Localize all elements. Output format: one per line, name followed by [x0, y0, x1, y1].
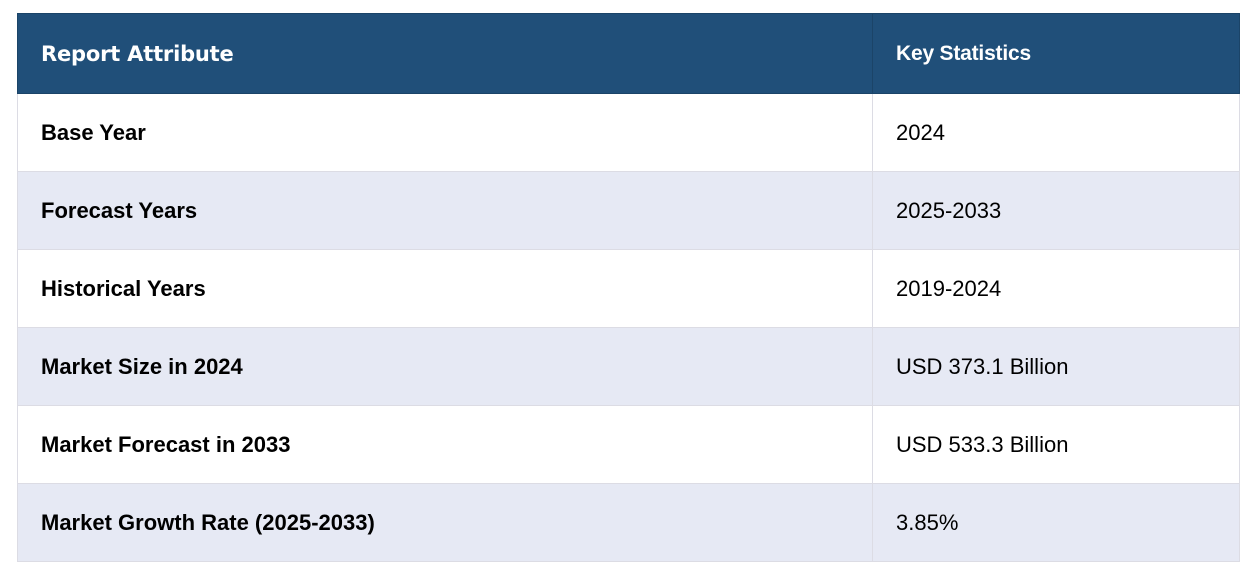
- attribute-cell: Market Size in 2024: [17, 327, 873, 406]
- header-key-statistics: Key Statistics: [872, 13, 1240, 94]
- statistic-cell: USD 373.1 Billion: [872, 327, 1240, 406]
- report-table: Report Attribute Key Statistics Base Yea…: [17, 13, 1240, 562]
- attribute-cell: Market Growth Rate (2025-2033): [17, 483, 873, 562]
- attribute-cell: Historical Years: [17, 249, 873, 328]
- table-row: Market Growth Rate (2025-2033) 3.85%: [17, 483, 1240, 562]
- statistic-cell: 3.85%: [872, 483, 1240, 562]
- statistic-cell: 2025-2033: [872, 171, 1240, 250]
- table-row: Market Forecast in 2033 USD 533.3 Billio…: [17, 405, 1240, 484]
- statistic-cell: 2024: [872, 93, 1240, 172]
- statistic-cell: 2019-2024: [872, 249, 1240, 328]
- attribute-cell: Forecast Years: [17, 171, 873, 250]
- attribute-cell: Base Year: [17, 93, 873, 172]
- table-row: Historical Years 2019-2024: [17, 249, 1240, 328]
- header-row: Report Attribute Key Statistics: [17, 13, 1240, 94]
- table-row: Forecast Years 2025-2033: [17, 171, 1240, 250]
- header-report-attribute: Report Attribute: [17, 13, 873, 94]
- table-row: Market Size in 2024 USD 373.1 Billion: [17, 327, 1240, 406]
- statistic-cell: USD 533.3 Billion: [872, 405, 1240, 484]
- table-row: Base Year 2024: [17, 93, 1240, 172]
- attribute-cell: Market Forecast in 2033: [17, 405, 873, 484]
